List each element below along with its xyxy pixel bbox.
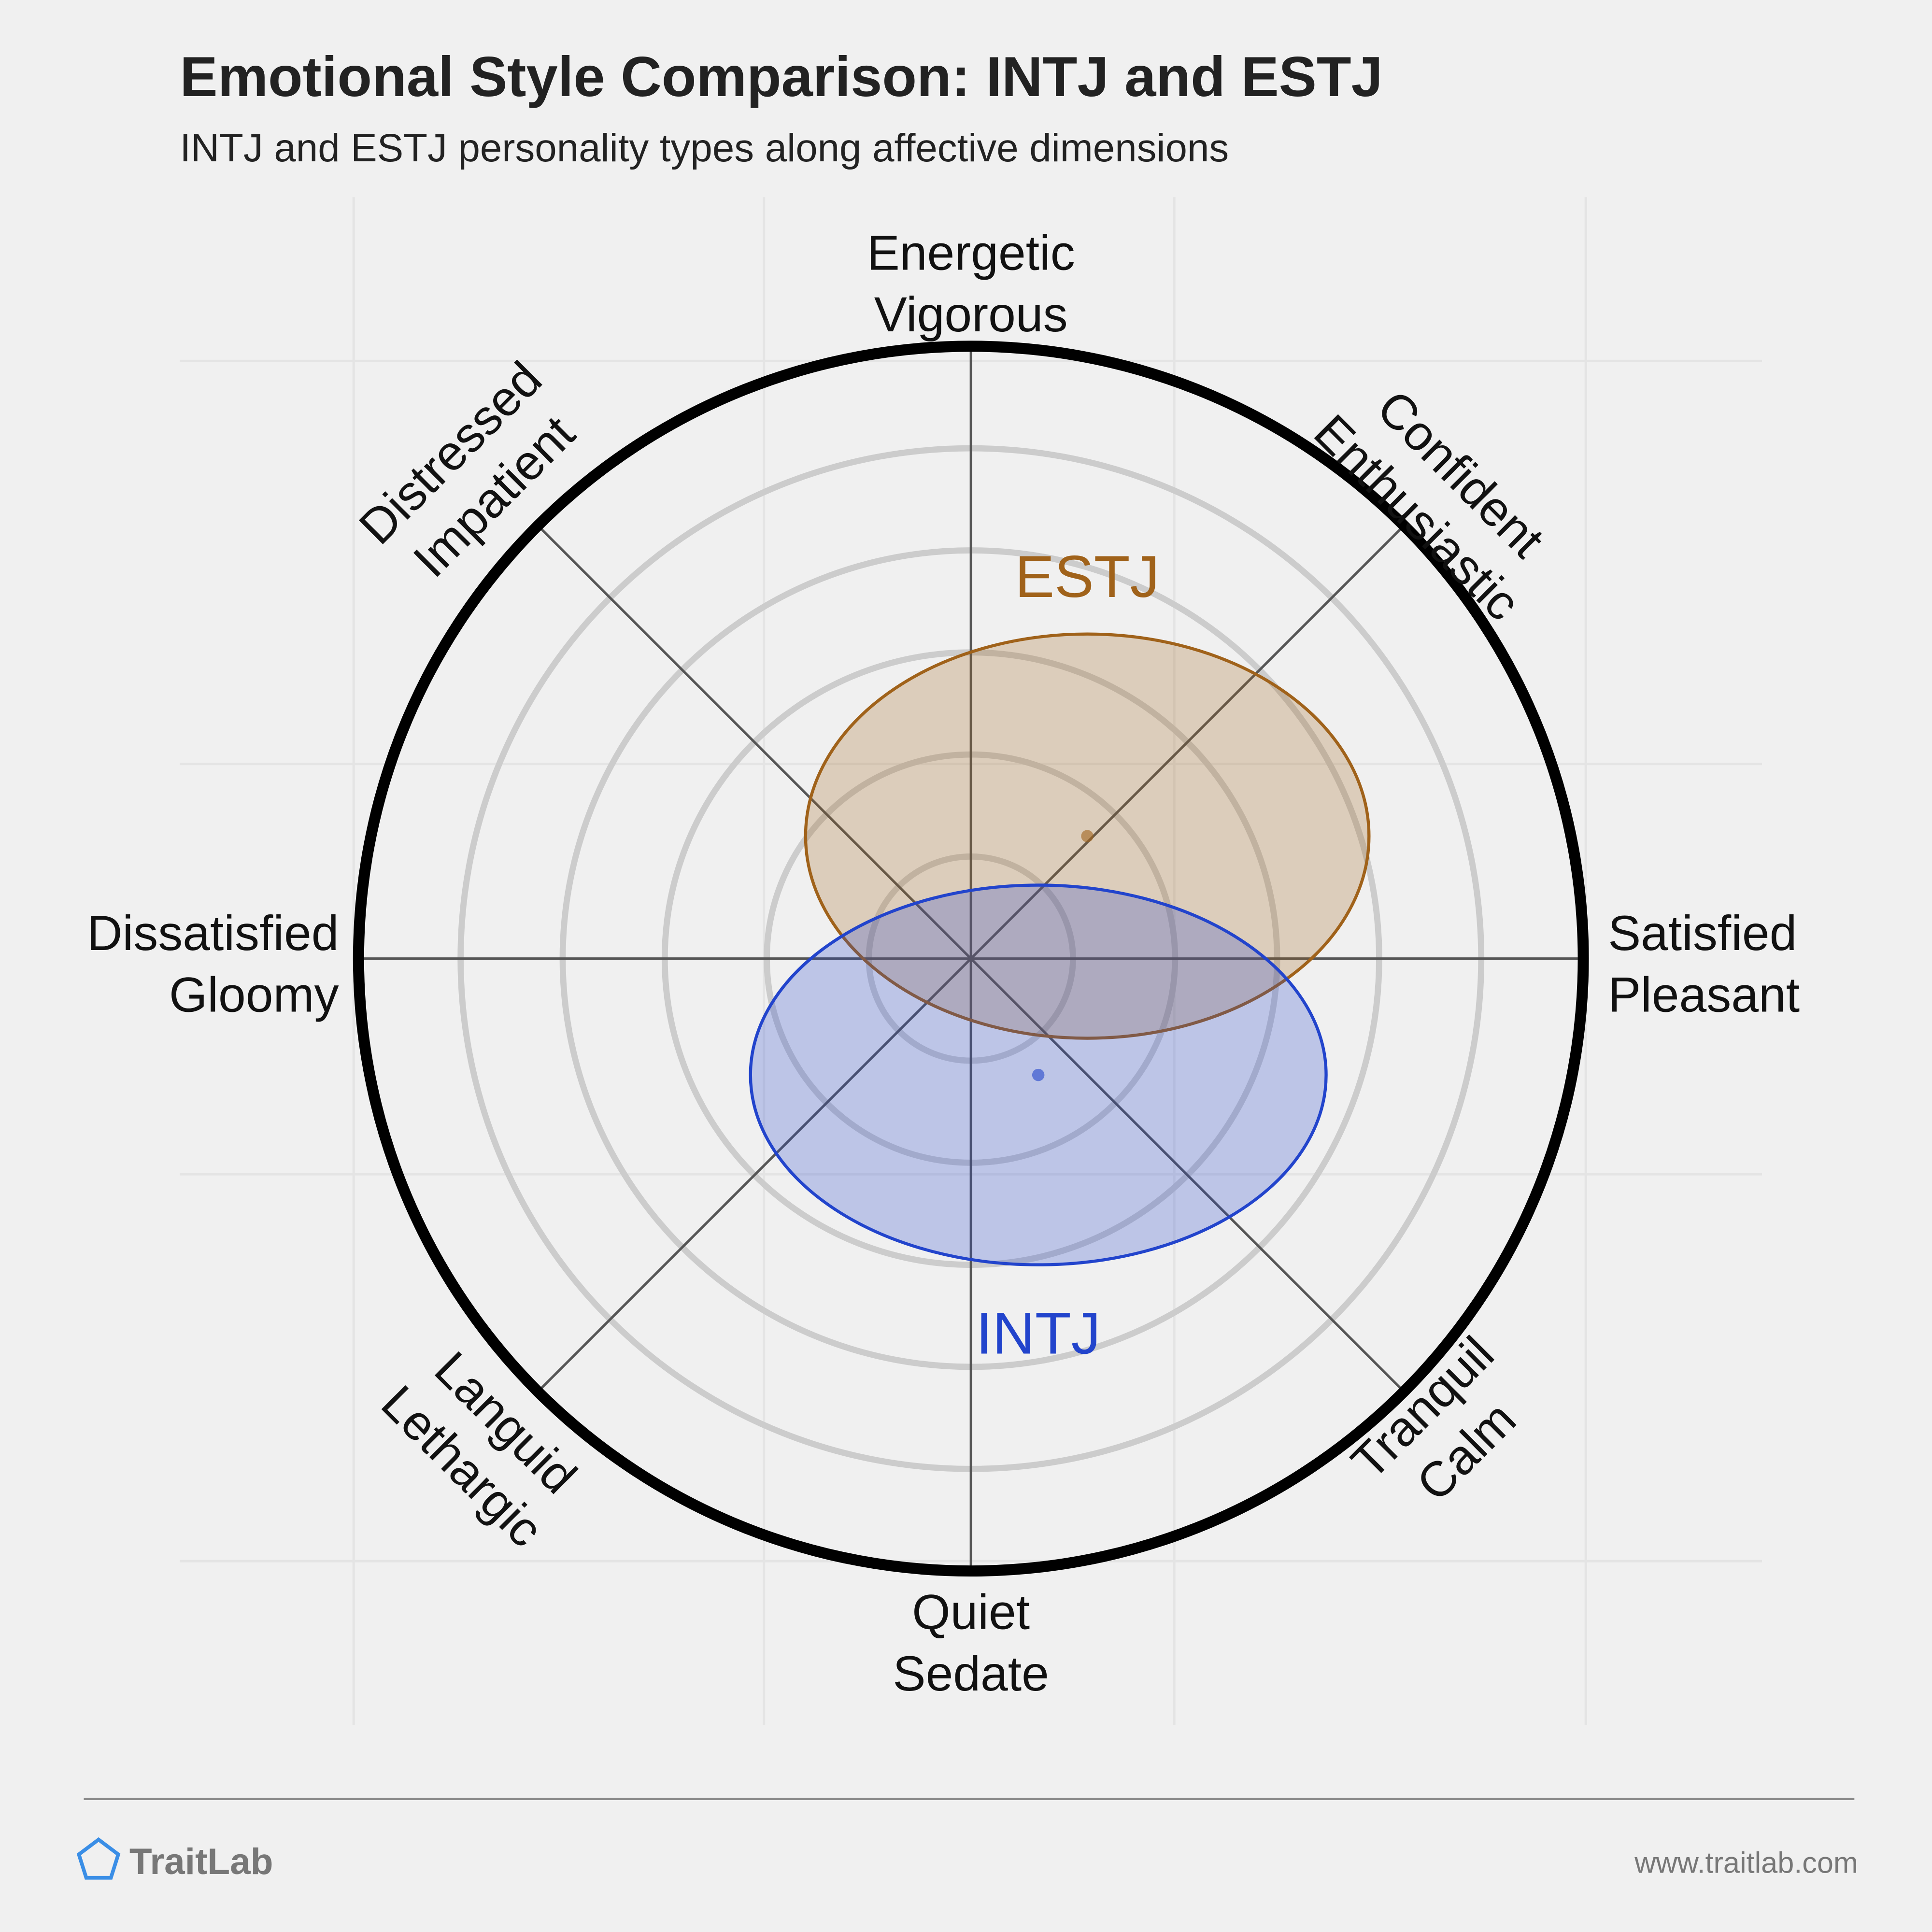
brand: TraitLab xyxy=(129,1841,273,1882)
axis-label-line: Gloomy xyxy=(169,967,339,1022)
type-label: ESTJ xyxy=(1015,543,1159,610)
chart-subtitle: INTJ and ESTJ personality types along af… xyxy=(180,126,1229,170)
axis-label-line: Vigorous xyxy=(874,287,1068,342)
type-center xyxy=(1032,1068,1045,1081)
axis-label-line: Energetic xyxy=(867,226,1075,281)
outer-ring xyxy=(353,341,1589,1577)
type-center xyxy=(1081,830,1094,842)
chart-title: Emotional Style Comparison: INTJ and EST… xyxy=(180,45,1382,108)
axis-label: Satisfied Pleasant xyxy=(1608,906,1800,1023)
axis-label-line: Satisfied xyxy=(1608,906,1797,961)
axis-label-line: Sedate xyxy=(893,1646,1049,1701)
url: www.traitlab.com xyxy=(1634,1847,1858,1879)
type-label: INTJ xyxy=(976,1300,1100,1366)
axis-label-line: Quiet xyxy=(912,1584,1030,1639)
spoke xyxy=(537,525,1405,1393)
axis-label-line: Dissatisfied xyxy=(87,906,339,961)
axis-label: Quiet Sedate xyxy=(893,1584,1049,1701)
axis-label-line: Pleasant xyxy=(1608,967,1800,1022)
logo xyxy=(76,1837,121,1880)
axis-label: Energetic Vigorous xyxy=(867,226,1075,342)
axis-label: Dissatisfied Gloomy xyxy=(87,906,339,1023)
